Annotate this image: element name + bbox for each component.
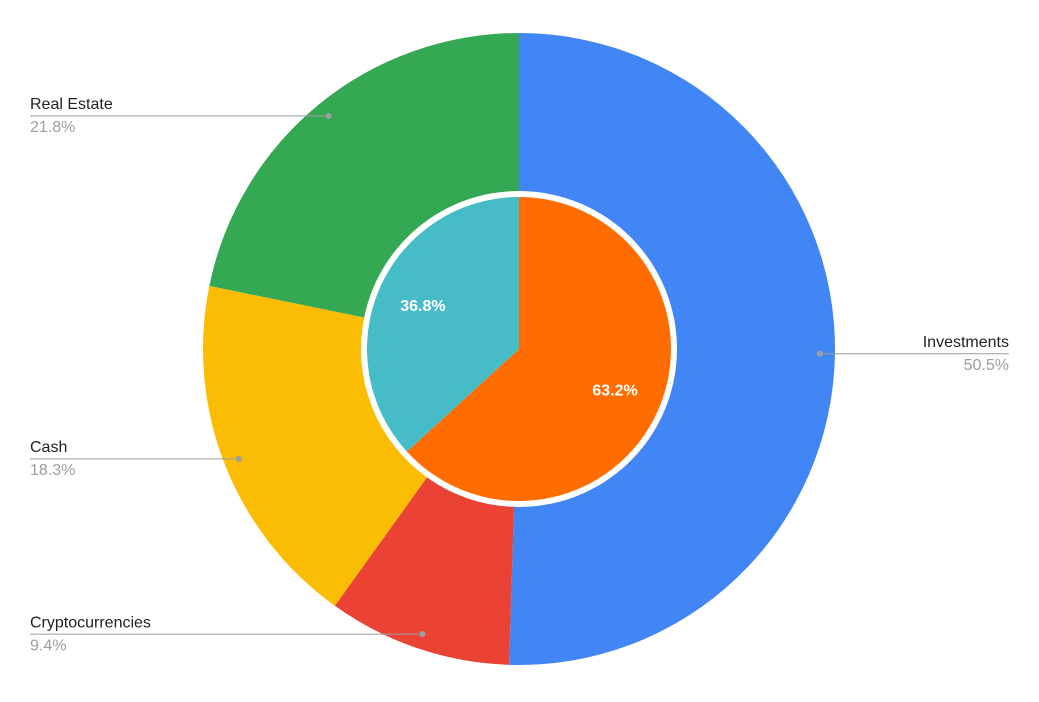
leader-dot	[419, 631, 426, 638]
data-label: 18.3%	[30, 462, 75, 479]
leader-dot	[325, 112, 332, 119]
leader-dot	[235, 455, 242, 462]
data-label: 63.2%	[592, 383, 637, 400]
legend-label: Real Estate	[30, 96, 113, 113]
data-label: 9.4%	[30, 637, 66, 654]
outer-slice	[334, 477, 515, 665]
inner-slice	[367, 197, 519, 452]
data-label: 50.5%	[964, 357, 1009, 374]
leader-dot	[816, 350, 823, 357]
data-label: 36.8%	[400, 298, 445, 315]
legend-label: Investments	[923, 334, 1009, 351]
outer-slice	[203, 285, 427, 606]
outer-slice	[509, 33, 836, 665]
inner-slice	[406, 197, 671, 501]
legend-label: Cryptocurrencies	[30, 614, 151, 631]
data-label: 21.8%	[30, 119, 75, 136]
outer-slice	[209, 33, 520, 318]
legend-label: Cash	[30, 439, 67, 456]
